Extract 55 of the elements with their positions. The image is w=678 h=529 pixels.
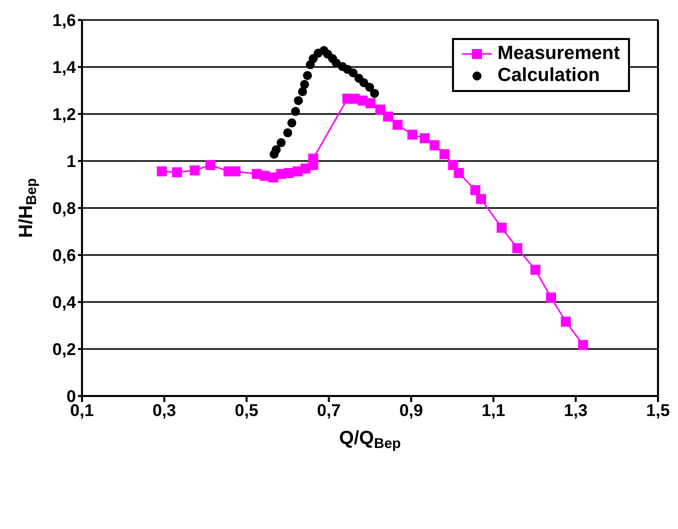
x-axis-title: Q/Q$_{Bep}$ xyxy=(339,428,402,452)
point xyxy=(291,106,300,116)
y-tick-label: 0,6 xyxy=(52,246,76,266)
y-tick-label: 0,8 xyxy=(52,199,76,218)
x-tick-label: 1,5 xyxy=(646,401,670,420)
point xyxy=(272,145,281,154)
point xyxy=(300,80,310,89)
point xyxy=(470,185,480,196)
point xyxy=(283,128,292,138)
point xyxy=(383,112,394,122)
point xyxy=(230,166,240,176)
point xyxy=(496,222,507,233)
point xyxy=(420,133,430,144)
point xyxy=(439,149,450,160)
point xyxy=(365,98,376,108)
point xyxy=(578,340,588,350)
point xyxy=(530,264,540,275)
point xyxy=(560,316,571,327)
x-tick-label: 0,7 xyxy=(317,401,341,420)
y-tick-label: 1 xyxy=(66,152,76,172)
y-tick-label: 1,2 xyxy=(52,105,76,124)
point xyxy=(302,70,312,80)
x-tick-label: 0,3 xyxy=(152,401,176,420)
legend-label: Calculation xyxy=(498,65,600,87)
point xyxy=(375,104,386,115)
legend-label: Measurement xyxy=(498,43,620,65)
x-tick-label: 0,1 xyxy=(70,401,94,420)
y-tick-label: 0,4 xyxy=(52,293,77,312)
point xyxy=(276,138,286,148)
x-tick-label: 0,9 xyxy=(399,401,423,420)
point xyxy=(392,120,403,130)
point xyxy=(448,160,458,170)
point xyxy=(205,160,216,170)
point xyxy=(430,140,440,150)
point xyxy=(172,167,182,178)
point xyxy=(546,292,556,303)
point xyxy=(365,82,374,92)
x-tick-label: 0,5 xyxy=(234,401,258,420)
point xyxy=(287,118,296,128)
point xyxy=(294,96,303,106)
y-tick-label: 0,2 xyxy=(52,340,76,360)
point xyxy=(476,194,486,204)
point xyxy=(348,68,358,78)
y-tick-label: 1,6 xyxy=(52,11,76,30)
point xyxy=(190,165,200,176)
x-tick-label: 1,3 xyxy=(564,401,588,420)
point xyxy=(454,168,464,178)
x-tick-label: 1,1 xyxy=(482,401,506,420)
point xyxy=(512,243,522,254)
point xyxy=(370,88,380,98)
point xyxy=(298,87,308,96)
point xyxy=(407,130,418,140)
point xyxy=(156,166,167,176)
y-tick-label: 1,4 xyxy=(52,58,77,78)
point xyxy=(308,154,318,164)
